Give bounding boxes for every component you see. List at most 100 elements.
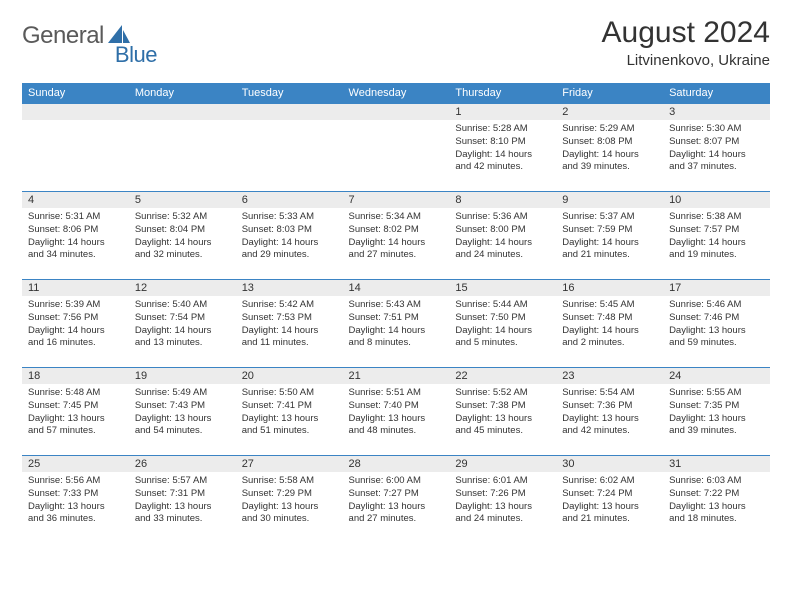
title-block: August 2024 Litvinenkovo, Ukraine (602, 16, 770, 69)
day-cell: 1Sunrise: 5:28 AMSunset: 8:10 PMDaylight… (449, 104, 556, 192)
day-content: Sunrise: 5:49 AMSunset: 7:43 PMDaylight:… (129, 384, 236, 442)
day-number: 11 (22, 280, 129, 296)
day-content: Sunrise: 5:37 AMSunset: 7:59 PMDaylight:… (556, 208, 663, 266)
day-number: 22 (449, 368, 556, 384)
day-header-friday: Friday (556, 83, 663, 104)
day-cell: 5Sunrise: 5:32 AMSunset: 8:04 PMDaylight… (129, 192, 236, 280)
week-row: 18Sunrise: 5:48 AMSunset: 7:45 PMDayligh… (22, 368, 770, 456)
day-number: 2 (556, 104, 663, 120)
day-number: 7 (343, 192, 450, 208)
day-cell: 9Sunrise: 5:37 AMSunset: 7:59 PMDaylight… (556, 192, 663, 280)
day-cell: 31Sunrise: 6:03 AMSunset: 7:22 PMDayligh… (663, 456, 770, 544)
day-number: 18 (22, 368, 129, 384)
day-number (343, 104, 450, 120)
day-cell (22, 104, 129, 192)
day-content: Sunrise: 5:31 AMSunset: 8:06 PMDaylight:… (22, 208, 129, 266)
day-cell: 30Sunrise: 6:02 AMSunset: 7:24 PMDayligh… (556, 456, 663, 544)
day-number: 29 (449, 456, 556, 472)
day-cell: 15Sunrise: 5:44 AMSunset: 7:50 PMDayligh… (449, 280, 556, 368)
day-number: 9 (556, 192, 663, 208)
day-content: Sunrise: 5:42 AMSunset: 7:53 PMDaylight:… (236, 296, 343, 354)
day-content: Sunrise: 5:55 AMSunset: 7:35 PMDaylight:… (663, 384, 770, 442)
day-content: Sunrise: 5:30 AMSunset: 8:07 PMDaylight:… (663, 120, 770, 178)
week-row: 4Sunrise: 5:31 AMSunset: 8:06 PMDaylight… (22, 192, 770, 280)
month-title: August 2024 (602, 16, 770, 50)
day-cell: 10Sunrise: 5:38 AMSunset: 7:57 PMDayligh… (663, 192, 770, 280)
day-header-saturday: Saturday (663, 83, 770, 104)
day-content: Sunrise: 5:34 AMSunset: 8:02 PMDaylight:… (343, 208, 450, 266)
day-number: 12 (129, 280, 236, 296)
logo-text-general: General (22, 22, 104, 50)
day-number: 6 (236, 192, 343, 208)
day-cell: 27Sunrise: 5:58 AMSunset: 7:29 PMDayligh… (236, 456, 343, 544)
day-content: Sunrise: 5:46 AMSunset: 7:46 PMDaylight:… (663, 296, 770, 354)
day-cell: 8Sunrise: 5:36 AMSunset: 8:00 PMDaylight… (449, 192, 556, 280)
day-number: 19 (129, 368, 236, 384)
day-content: Sunrise: 5:29 AMSunset: 8:08 PMDaylight:… (556, 120, 663, 178)
day-cell: 11Sunrise: 5:39 AMSunset: 7:56 PMDayligh… (22, 280, 129, 368)
day-number: 14 (343, 280, 450, 296)
day-content: Sunrise: 5:44 AMSunset: 7:50 PMDaylight:… (449, 296, 556, 354)
location: Litvinenkovo, Ukraine (602, 52, 770, 69)
day-cell: 2Sunrise: 5:29 AMSunset: 8:08 PMDaylight… (556, 104, 663, 192)
day-number: 30 (556, 456, 663, 472)
day-content: Sunrise: 5:40 AMSunset: 7:54 PMDaylight:… (129, 296, 236, 354)
day-number: 4 (22, 192, 129, 208)
day-cell: 25Sunrise: 5:56 AMSunset: 7:33 PMDayligh… (22, 456, 129, 544)
day-header-monday: Monday (129, 83, 236, 104)
day-header-row: SundayMondayTuesdayWednesdayThursdayFrid… (22, 83, 770, 104)
day-content: Sunrise: 5:58 AMSunset: 7:29 PMDaylight:… (236, 472, 343, 530)
calendar-table: SundayMondayTuesdayWednesdayThursdayFrid… (22, 83, 770, 544)
week-row: 11Sunrise: 5:39 AMSunset: 7:56 PMDayligh… (22, 280, 770, 368)
day-header-tuesday: Tuesday (236, 83, 343, 104)
week-row: 25Sunrise: 5:56 AMSunset: 7:33 PMDayligh… (22, 456, 770, 544)
day-number: 25 (22, 456, 129, 472)
day-number: 10 (663, 192, 770, 208)
day-content: Sunrise: 5:48 AMSunset: 7:45 PMDaylight:… (22, 384, 129, 442)
day-cell: 12Sunrise: 5:40 AMSunset: 7:54 PMDayligh… (129, 280, 236, 368)
day-cell: 24Sunrise: 5:55 AMSunset: 7:35 PMDayligh… (663, 368, 770, 456)
day-content: Sunrise: 6:03 AMSunset: 7:22 PMDaylight:… (663, 472, 770, 530)
day-number: 16 (556, 280, 663, 296)
day-number (129, 104, 236, 120)
day-cell: 29Sunrise: 6:01 AMSunset: 7:26 PMDayligh… (449, 456, 556, 544)
day-number: 3 (663, 104, 770, 120)
day-cell: 13Sunrise: 5:42 AMSunset: 7:53 PMDayligh… (236, 280, 343, 368)
week-row: 1Sunrise: 5:28 AMSunset: 8:10 PMDaylight… (22, 104, 770, 192)
day-number: 23 (556, 368, 663, 384)
day-number (236, 104, 343, 120)
day-number: 17 (663, 280, 770, 296)
day-number: 8 (449, 192, 556, 208)
calendar-body: 1Sunrise: 5:28 AMSunset: 8:10 PMDaylight… (22, 104, 770, 544)
day-content: Sunrise: 5:51 AMSunset: 7:40 PMDaylight:… (343, 384, 450, 442)
day-number: 24 (663, 368, 770, 384)
day-cell: 26Sunrise: 5:57 AMSunset: 7:31 PMDayligh… (129, 456, 236, 544)
day-number: 13 (236, 280, 343, 296)
day-number: 20 (236, 368, 343, 384)
day-cell: 14Sunrise: 5:43 AMSunset: 7:51 PMDayligh… (343, 280, 450, 368)
day-content: Sunrise: 5:50 AMSunset: 7:41 PMDaylight:… (236, 384, 343, 442)
day-content: Sunrise: 5:54 AMSunset: 7:36 PMDaylight:… (556, 384, 663, 442)
day-cell (343, 104, 450, 192)
day-cell: 3Sunrise: 5:30 AMSunset: 8:07 PMDaylight… (663, 104, 770, 192)
day-cell: 19Sunrise: 5:49 AMSunset: 7:43 PMDayligh… (129, 368, 236, 456)
day-content: Sunrise: 5:57 AMSunset: 7:31 PMDaylight:… (129, 472, 236, 530)
day-cell: 6Sunrise: 5:33 AMSunset: 8:03 PMDaylight… (236, 192, 343, 280)
calendar-page: General Blue August 2024 Litvinenkovo, U… (0, 0, 792, 560)
day-cell (236, 104, 343, 192)
day-content: Sunrise: 5:33 AMSunset: 8:03 PMDaylight:… (236, 208, 343, 266)
day-content: Sunrise: 5:56 AMSunset: 7:33 PMDaylight:… (22, 472, 129, 530)
day-number: 31 (663, 456, 770, 472)
day-cell: 20Sunrise: 5:50 AMSunset: 7:41 PMDayligh… (236, 368, 343, 456)
day-cell (129, 104, 236, 192)
day-number: 27 (236, 456, 343, 472)
day-number: 1 (449, 104, 556, 120)
day-cell: 28Sunrise: 6:00 AMSunset: 7:27 PMDayligh… (343, 456, 450, 544)
day-content: Sunrise: 5:43 AMSunset: 7:51 PMDaylight:… (343, 296, 450, 354)
day-header-thursday: Thursday (449, 83, 556, 104)
logo-text-blue: Blue (115, 42, 157, 68)
day-number (22, 104, 129, 120)
day-content: Sunrise: 6:00 AMSunset: 7:27 PMDaylight:… (343, 472, 450, 530)
day-cell: 16Sunrise: 5:45 AMSunset: 7:48 PMDayligh… (556, 280, 663, 368)
day-cell: 23Sunrise: 5:54 AMSunset: 7:36 PMDayligh… (556, 368, 663, 456)
